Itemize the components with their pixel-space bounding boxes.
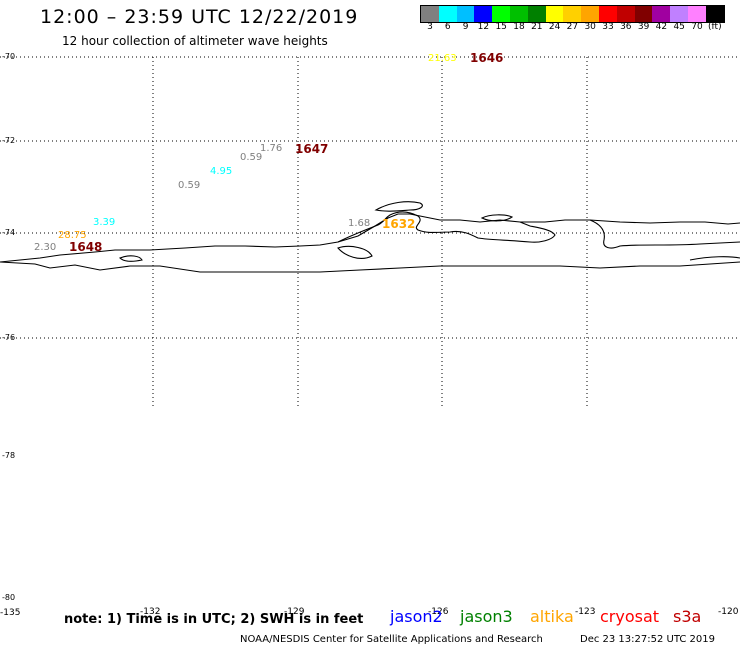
island-e <box>689 256 740 261</box>
color-swatch <box>563 6 582 22</box>
wave-height-label: 1.76 <box>260 143 283 154</box>
color-swatch <box>687 6 706 22</box>
wave-height-label: 21.63 <box>428 53 457 64</box>
color-swatch <box>705 6 724 22</box>
island-d <box>119 255 143 262</box>
orbit-label: 1646 <box>470 51 504 65</box>
scale-value: 3 <box>427 22 433 32</box>
color-scale <box>420 5 725 23</box>
credit-text: NOAA/NESDIS Center for Satellite Applica… <box>240 634 543 645</box>
lat-label: -78 <box>2 451 16 460</box>
graticule <box>0 56 740 406</box>
orbit-label: 1647 <box>295 142 329 156</box>
map-subtitle: 12 hour collection of altimeter wave hei… <box>62 34 328 48</box>
lon-label: -129 <box>284 607 305 617</box>
scale-value: 24 <box>548 22 561 32</box>
color-swatch <box>581 6 599 22</box>
wave-height-label: 0.59 <box>240 152 263 163</box>
color-swatch <box>598 6 617 22</box>
lon-label: -126 <box>428 607 449 617</box>
lon-label: -120 <box>718 607 739 617</box>
scale-value: 12 <box>477 22 490 32</box>
scale-value: 42 <box>655 22 668 32</box>
wave-height-label: 0.59 <box>178 180 201 191</box>
scale-value: 6 <box>444 22 451 32</box>
orbit-label: 1648 <box>69 240 103 254</box>
lon-label: -135 <box>0 608 21 618</box>
scale-value: 30 <box>584 22 596 32</box>
scale-value: 21 <box>531 22 543 32</box>
color-swatch <box>634 6 653 22</box>
color-swatch <box>616 6 635 22</box>
color-swatch <box>474 6 493 22</box>
color-swatch <box>438 6 457 22</box>
wave-height-label: 28.75 <box>58 230 87 241</box>
scale-value: 39 <box>637 22 650 32</box>
orbit-label: 1632 <box>382 217 416 231</box>
scale-value: 15 <box>495 22 507 32</box>
lat-label: -74 <box>2 228 16 237</box>
shelf-front <box>337 211 556 243</box>
scale-value: 36 <box>620 22 632 32</box>
wave-height-label: 1.68 <box>348 218 371 229</box>
coastline-inner <box>0 213 740 263</box>
color-swatch <box>527 6 546 22</box>
lat-label: -70 <box>2 52 16 61</box>
scale-value: 70 <box>691 22 703 32</box>
coastline-outer <box>0 261 740 273</box>
satellite-legend-item: altika <box>530 607 574 626</box>
color-swatch <box>652 6 671 22</box>
timestamp: Dec 23 13:27:52 UTC 2019 <box>580 634 715 645</box>
lon-label: -123 <box>575 607 596 617</box>
lon-label: -132 <box>140 607 161 617</box>
scale-value: 18 <box>513 22 525 32</box>
lat-label: -76 <box>2 333 16 342</box>
wave-height-label: 3.39 <box>93 217 116 228</box>
footer-note: note: 1) Time is in UTC; 2) SWH is in fe… <box>64 612 364 627</box>
island-c <box>337 245 373 259</box>
scale-value: 45 <box>673 22 685 32</box>
scale-value: 33 <box>602 22 614 32</box>
color-swatch <box>545 6 564 22</box>
lat-label: -80 <box>2 593 16 602</box>
color-swatch <box>670 6 688 22</box>
satellite-legend-item: jason2 <box>390 607 443 626</box>
wave-height-label: 2.30 <box>34 242 57 253</box>
coastline <box>0 201 740 273</box>
color-swatch <box>456 6 475 22</box>
map-title: 12:00 – 23:59 UTC 12/22/2019 <box>40 6 359 28</box>
island-b <box>480 214 514 222</box>
shelf-notch <box>589 219 740 249</box>
scale-value: 9 <box>462 22 469 32</box>
wave-height-label: 4.95 <box>210 166 233 177</box>
color-swatch <box>509 6 528 22</box>
satellite-legend-item: jason3 <box>460 607 513 626</box>
color-swatch <box>492 6 510 22</box>
satellite-legend-item: cryosat <box>600 607 660 626</box>
island-a <box>374 201 423 212</box>
lat-label: -72 <box>2 136 16 145</box>
scale-value: (ft) <box>708 22 722 32</box>
color-swatch <box>421 6 439 22</box>
scale-value: 27 <box>566 22 579 32</box>
satellite-legend-item: s3a <box>673 607 702 626</box>
